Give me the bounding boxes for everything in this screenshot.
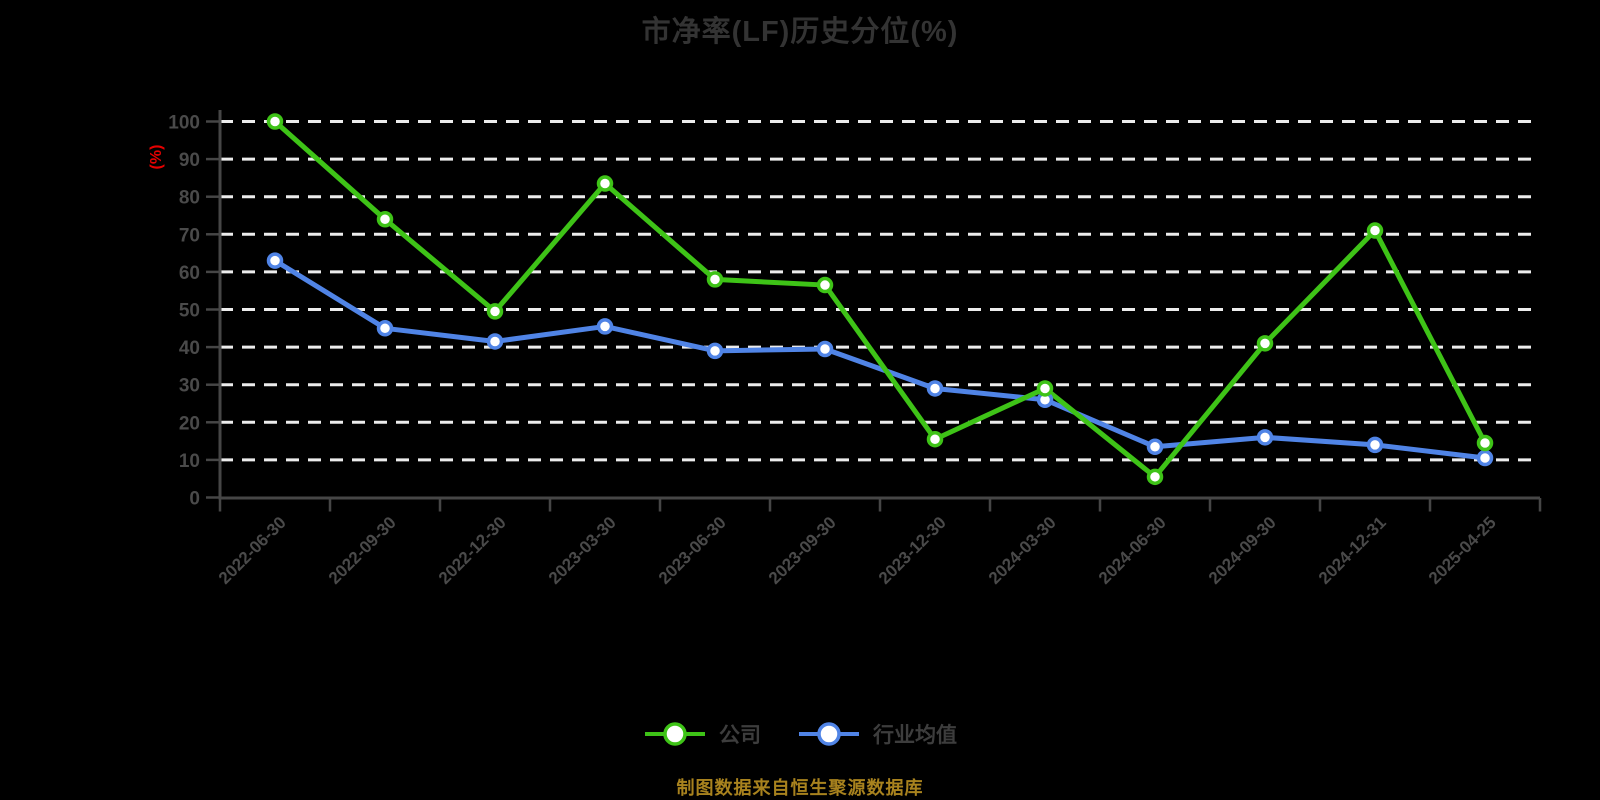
svg-text:2024-03-30: 2024-03-30 bbox=[985, 513, 1060, 588]
svg-text:30: 30 bbox=[179, 376, 200, 397]
svg-text:2023-12-30: 2023-12-30 bbox=[875, 513, 950, 588]
svg-text:10: 10 bbox=[179, 451, 200, 472]
svg-text:90: 90 bbox=[179, 150, 200, 171]
svg-text:2025-04-25: 2025-04-25 bbox=[1425, 513, 1500, 588]
industry-average-line-marker-icon bbox=[799, 722, 859, 746]
svg-text:0: 0 bbox=[189, 489, 200, 510]
data-source-caption: 制图数据来自恒生聚源数据库 bbox=[676, 778, 924, 798]
company-line-marker-icon bbox=[645, 722, 705, 746]
legend-item-company[interactable]: 公司 bbox=[643, 719, 761, 749]
svg-text:2022-06-30: 2022-06-30 bbox=[215, 513, 290, 588]
legend: 公司 行业均值 bbox=[0, 712, 1600, 756]
svg-text:20: 20 bbox=[179, 413, 200, 434]
svg-text:50: 50 bbox=[179, 301, 200, 322]
svg-text:2022-09-30: 2022-09-30 bbox=[325, 513, 400, 588]
chart-title: 市净率(LF)历史分位(%) bbox=[641, 16, 959, 48]
svg-text:2024-12-31: 2024-12-31 bbox=[1315, 513, 1390, 588]
svg-text:40: 40 bbox=[179, 338, 200, 359]
svg-text:2022-12-30: 2022-12-30 bbox=[435, 513, 510, 588]
svg-text:100: 100 bbox=[168, 113, 200, 134]
svg-text:80: 80 bbox=[179, 188, 200, 209]
svg-text:2024-09-30: 2024-09-30 bbox=[1205, 513, 1280, 588]
svg-text:2023-06-30: 2023-06-30 bbox=[655, 513, 730, 588]
legend-item-industry-average[interactable]: 行业均值 bbox=[797, 719, 957, 749]
svg-text:2023-03-30: 2023-03-30 bbox=[545, 513, 620, 588]
svg-text:2024-06-30: 2024-06-30 bbox=[1095, 513, 1170, 588]
svg-text:2023-09-30: 2023-09-30 bbox=[765, 513, 840, 588]
legend-label-industry-average: 行业均值 bbox=[873, 724, 957, 747]
svg-text:60: 60 bbox=[179, 263, 200, 284]
svg-text:70: 70 bbox=[179, 225, 200, 246]
legend-label-company: 公司 bbox=[719, 724, 761, 747]
